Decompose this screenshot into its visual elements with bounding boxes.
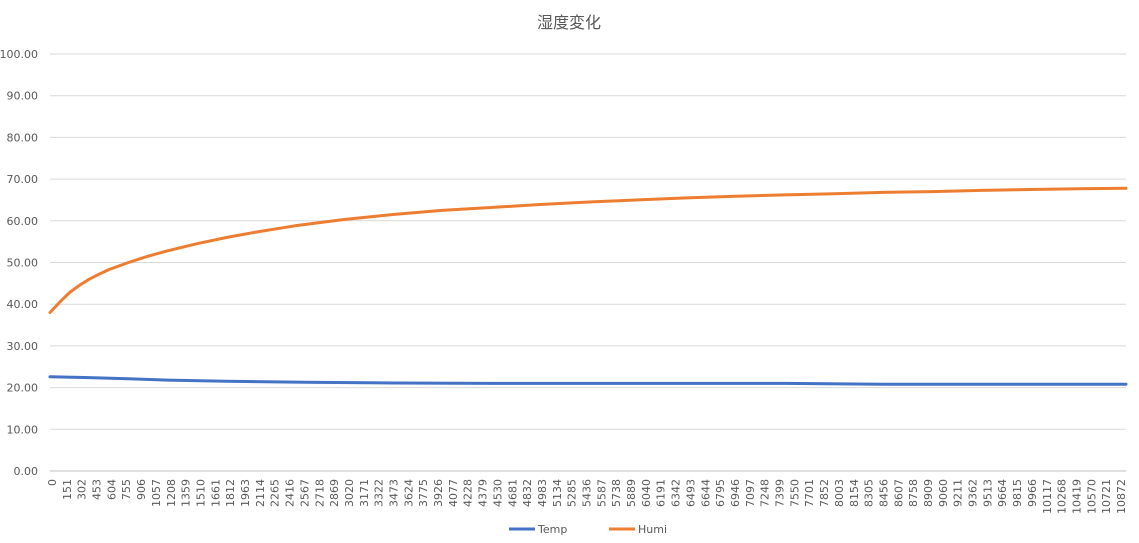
x-tick-label: 5436 (581, 479, 594, 507)
x-tick-label: 4530 (491, 479, 504, 507)
x-tick-label: 8305 (863, 479, 876, 507)
x-tick-label: 2416 (284, 479, 297, 507)
x-tick-label: 8154 (848, 479, 861, 507)
x-tick-label: 7701 (803, 479, 816, 507)
x-tick-label: 3775 (417, 479, 430, 507)
y-tick-label: 30.00 (7, 340, 39, 353)
x-tick-label: 10117 (1041, 479, 1054, 514)
x-tick-label: 4228 (462, 479, 475, 507)
x-tick-label: 1510 (194, 479, 207, 507)
x-tick-label: 9966 (1026, 479, 1039, 507)
x-tick-label: 9513 (981, 479, 994, 507)
x-tick-label: 3020 (343, 479, 356, 507)
x-tick-label: 151 (61, 479, 74, 500)
legend-label-temp: Temp (537, 523, 567, 536)
x-tick-label: 8003 (833, 479, 846, 507)
x-tick-label: 0 (46, 479, 59, 486)
x-tick-label: 6644 (699, 479, 712, 507)
x-tick-label: 7852 (818, 479, 831, 507)
x-tick-label: 7097 (744, 479, 757, 507)
x-tick-label: 7248 (759, 479, 772, 507)
x-tick-label: 6795 (714, 479, 727, 507)
legend: Temp Humi (509, 523, 667, 536)
x-tick-label: 4077 (447, 479, 460, 507)
x-tick-label: 906 (135, 479, 148, 500)
x-tick-label: 4983 (536, 479, 549, 507)
x-tick-label: 1208 (165, 479, 178, 507)
x-tick-label: 5134 (551, 479, 564, 507)
y-tick-label: 90.00 (7, 90, 39, 103)
y-tick-label: 50.00 (7, 257, 39, 270)
x-tick-label: 3171 (358, 479, 371, 507)
x-tick-label: 6946 (729, 479, 742, 507)
x-tick-label: 9211 (952, 479, 965, 507)
x-tick-label: 8758 (907, 479, 920, 507)
x-tick-label: 5285 (566, 479, 579, 507)
x-tick-label: 9815 (1011, 479, 1024, 507)
series-group (48, 186, 1128, 386)
x-tick-label: 7550 (788, 479, 801, 507)
x-tick-label: 1963 (239, 479, 252, 507)
x-tick-label: 1057 (150, 479, 163, 507)
x-tick-label: 3322 (373, 479, 386, 507)
x-tick-label: 604 (105, 479, 118, 500)
x-tick-label: 302 (76, 479, 89, 500)
x-tick-label: 6040 (640, 479, 653, 507)
x-tick-label: 2265 (269, 479, 282, 507)
series-line-humi (48, 186, 1128, 314)
x-tick-label: 10721 (1100, 479, 1113, 514)
y-tick-label: 60.00 (7, 215, 39, 228)
x-tick-label: 8909 (922, 479, 935, 507)
x-tick-label: 9362 (967, 479, 980, 507)
x-tick-label: 453 (91, 479, 104, 500)
x-tick-label: 9664 (996, 479, 1009, 507)
gridlines (50, 53, 1126, 472)
x-tick-label: 5738 (610, 479, 623, 507)
y-axis-labels: 0.00 10.00 20.00 30.00 40.00 50.00 60.00 70.00 8… (0, 48, 38, 478)
y-tick-label: 40.00 (7, 298, 39, 311)
y-tick-label: 100.00 (0, 48, 38, 61)
x-tick-label: 4379 (477, 479, 490, 507)
x-tick-label: 2114 (254, 479, 267, 507)
y-tick-label: 0.00 (14, 465, 39, 478)
x-tick-label: 7399 (774, 479, 787, 507)
x-tick-label: 8607 (892, 479, 905, 507)
chart-title: 湿度変化 (537, 13, 601, 32)
y-tick-label: 70.00 (7, 173, 39, 186)
x-tick-label: 10570 (1085, 479, 1098, 514)
x-tick-label: 1661 (209, 479, 222, 507)
y-tick-label: 10.00 (7, 423, 39, 436)
x-tick-label: 4681 (506, 479, 519, 507)
x-tick-label: 3473 (387, 479, 400, 507)
legend-label-humi: Humi (638, 523, 667, 536)
x-tick-label: 10419 (1070, 479, 1083, 514)
y-tick-label: 20.00 (7, 382, 39, 395)
x-tick-label: 2718 (313, 479, 326, 507)
x-tick-label: 10872 (1115, 479, 1128, 514)
x-tick-label: 3624 (402, 479, 415, 507)
x-tick-label: 6493 (684, 479, 697, 507)
x-tick-label: 10268 (1056, 479, 1069, 514)
y-tick-label: 80.00 (7, 131, 39, 144)
x-tick-label: 1812 (224, 479, 237, 507)
x-tick-label: 5587 (595, 479, 608, 507)
x-tick-label: 3926 (432, 479, 445, 507)
x-tick-label: 1359 (180, 479, 193, 507)
x-tick-label: 2567 (298, 479, 311, 507)
x-tick-label: 5889 (625, 479, 638, 507)
x-tick-label: 4832 (521, 479, 534, 507)
x-tick-label: 8456 (877, 479, 890, 507)
x-axis-labels: 0 151 302 453 604 755 906 1057 1208 1359 1510 1661 1… (46, 479, 1128, 514)
x-tick-label: 6191 (655, 479, 668, 507)
x-tick-label: 2869 (328, 479, 341, 507)
series-line-temp (48, 375, 1128, 386)
x-tick-label: 755 (120, 479, 133, 500)
x-tick-label: 6342 (670, 479, 683, 507)
x-tick-label: 9060 (937, 479, 950, 507)
